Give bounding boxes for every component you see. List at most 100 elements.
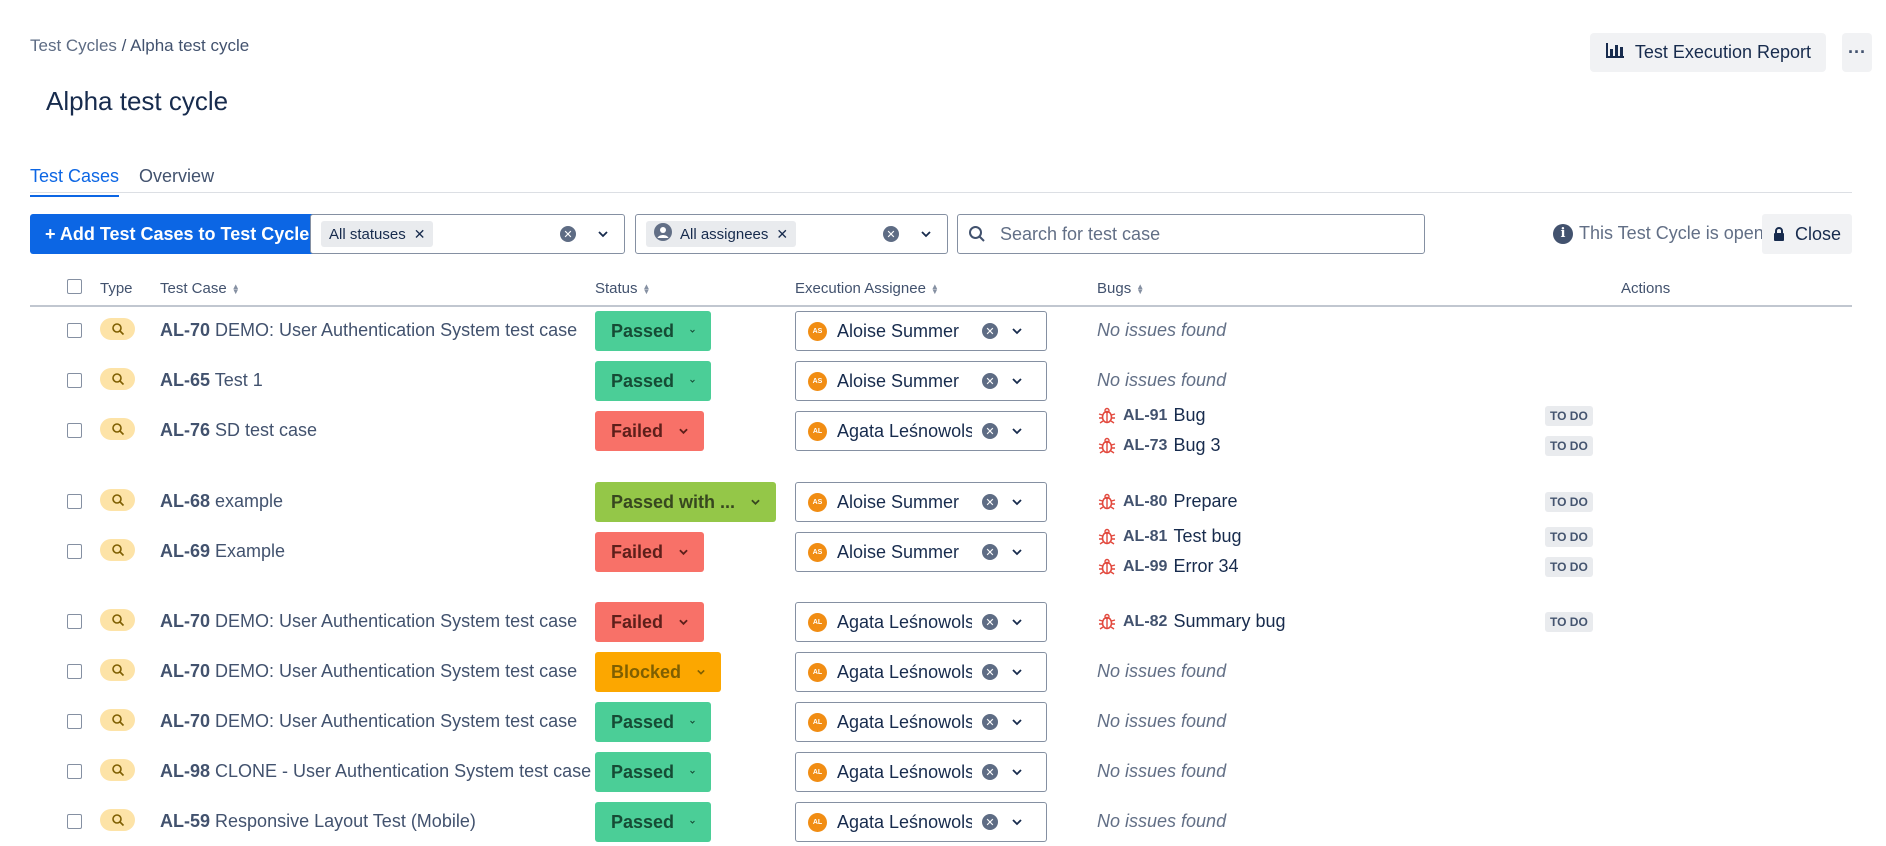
bug-link[interactable]: AL-80 Prepare [1097,491,1238,512]
test-case-key: AL-65 [160,370,211,390]
assignee-select[interactable]: AL Agata Leśnowolsl ✕ [795,411,1047,451]
row-checkbox[interactable] [67,614,82,629]
chevron-down-icon[interactable] [1012,817,1022,827]
column-header-status[interactable]: Status ▲ ▼ [595,280,651,297]
chevron-down-icon[interactable] [1012,767,1022,777]
status-dropdown[interactable]: Passed [595,702,711,742]
assignee-select[interactable]: AL Agata Leśnowolsl ✕ [795,652,1047,692]
status-dropdown[interactable]: Failed [595,411,704,451]
column-header-actions: Actions [1621,280,1671,297]
column-header-test-case[interactable]: Test Case ▲ ▼ [160,280,240,297]
test-case-link[interactable]: AL-98 CLONE - User Authentication System… [160,761,591,782]
test-case-link[interactable]: AL-70 DEMO: User Authentication System t… [160,711,577,732]
remove-chip-icon[interactable]: ✕ [776,225,789,242]
tab-test-cases[interactable]: Test Cases [30,166,120,197]
column-header-assignee[interactable]: Execution Assignee ▲ ▼ [795,280,939,297]
row-checkbox[interactable] [67,814,82,829]
clear-icon[interactable]: ✕ [982,323,998,339]
status-label: Failed [611,541,664,562]
test-case-name: Example [215,541,286,561]
bug-link[interactable]: AL-91 Bug [1097,405,1205,426]
row-checkbox[interactable] [67,323,82,338]
test-case-link[interactable]: AL-70 DEMO: User Authentication System t… [160,320,577,341]
chevron-down-icon [690,329,695,333]
test-type-badge [100,759,135,781]
status-label: Passed [611,761,675,782]
select-all-checkbox[interactable] [67,279,82,294]
status-label: Failed [611,611,664,632]
test-case-link[interactable]: AL-59 Responsive Layout Test (Mobile) [160,811,476,832]
row-checkbox[interactable] [67,423,82,438]
chevron-down-icon[interactable] [1012,426,1022,436]
more-actions-button[interactable]: ··· [1842,33,1872,72]
status-dropdown[interactable]: Passed [595,361,711,401]
search-test-case-field[interactable] [957,214,1425,254]
assignee-select[interactable]: AL Agata Leśnowolsl ✕ [795,702,1047,742]
chevron-down-icon[interactable] [598,229,608,239]
clear-icon[interactable]: ✕ [982,494,998,510]
row-checkbox[interactable] [67,373,82,388]
tabs-divider [30,192,1852,193]
test-case-link[interactable]: AL-70 DEMO: User Authentication System t… [160,661,577,682]
assignee-select[interactable]: AS Aloise Summer ✕ [795,361,1047,401]
status-dropdown[interactable]: Passed [595,802,711,842]
test-case-link[interactable]: AL-76 SD test case [160,420,317,441]
assignee-select[interactable]: AS Aloise Summer ✕ [795,311,1047,351]
chevron-down-icon[interactable] [921,229,931,239]
clear-icon[interactable]: ✕ [982,614,998,630]
assignee-filter-select[interactable]: All assignees ✕ ✕ [635,214,948,254]
status-dropdown[interactable]: Passed [595,752,711,792]
bug-link[interactable]: AL-82 Summary bug [1097,611,1286,632]
test-case-link[interactable]: AL-65 Test 1 [160,370,263,391]
clear-icon[interactable]: ✕ [982,423,998,439]
assignee-select[interactable]: AL Agata Leśnowolsl ✕ [795,602,1047,642]
clear-icon[interactable]: ✕ [982,814,998,830]
breadcrumb: Test Cycles / Alpha test cycle [30,36,249,56]
chevron-down-icon[interactable] [1012,617,1022,627]
test-execution-report-button[interactable]: Test Execution Report [1589,33,1826,72]
chevron-down-icon[interactable] [1012,326,1022,336]
clear-icon[interactable]: ✕ [982,544,998,560]
status-dropdown[interactable]: Passed with ... [595,482,776,522]
chevron-down-icon[interactable] [1012,547,1022,557]
row-checkbox[interactable] [67,494,82,509]
clear-icon[interactable]: ✕ [982,664,998,680]
row-checkbox[interactable] [67,544,82,559]
assignee-select[interactable]: AS Aloise Summer ✕ [795,482,1047,522]
add-test-cases-button[interactable]: + Add Test Cases to Test Cycle [30,214,325,254]
status-dropdown[interactable]: Failed [595,532,704,572]
chevron-down-icon[interactable] [1012,667,1022,677]
clear-icon[interactable]: ✕ [982,714,998,730]
status-dropdown[interactable]: Blocked [595,652,721,692]
assignee-select[interactable]: AS Aloise Summer ✕ [795,532,1047,572]
avatar: AS [808,492,827,512]
bug-link[interactable]: AL-81 Test bug [1097,526,1242,547]
clear-icon[interactable]: ✕ [982,764,998,780]
breadcrumb-link-test-cycles[interactable]: Test Cycles [30,36,117,55]
chevron-down-icon [679,428,688,435]
row-checkbox[interactable] [67,664,82,679]
assignee-select[interactable]: AL Agata Leśnowolsl ✕ [795,752,1047,792]
chevron-down-icon[interactable] [1012,376,1022,386]
clear-icon[interactable]: ✕ [560,226,576,242]
clear-icon[interactable]: ✕ [883,226,899,242]
bug-link[interactable]: AL-99 Error 34 [1097,556,1238,577]
status-filter-select[interactable]: All statuses ✕ ✕ [310,214,625,254]
status-dropdown[interactable]: Passed [595,311,711,351]
column-header-bugs[interactable]: Bugs ▲ ▼ [1097,280,1145,297]
test-case-link[interactable]: AL-70 DEMO: User Authentication System t… [160,611,577,632]
test-case-link[interactable]: AL-68 example [160,491,283,512]
test-case-link[interactable]: AL-69 Example [160,541,285,562]
bug-link[interactable]: AL-73 Bug 3 [1097,435,1221,456]
chevron-down-icon[interactable] [1012,717,1022,727]
search-input[interactable] [998,222,1382,246]
row-checkbox[interactable] [67,714,82,729]
assignee-select[interactable]: AL Agata Leśnowolsl ✕ [795,802,1047,842]
remove-chip-icon[interactable]: ✕ [413,225,426,242]
close-cycle-button[interactable]: Close [1762,214,1852,254]
row-checkbox[interactable] [67,764,82,779]
clear-icon[interactable]: ✕ [982,373,998,389]
chevron-down-icon[interactable] [1012,497,1022,507]
status-dropdown[interactable]: Failed [595,602,704,642]
tab-overview[interactable]: Overview [139,166,215,186]
